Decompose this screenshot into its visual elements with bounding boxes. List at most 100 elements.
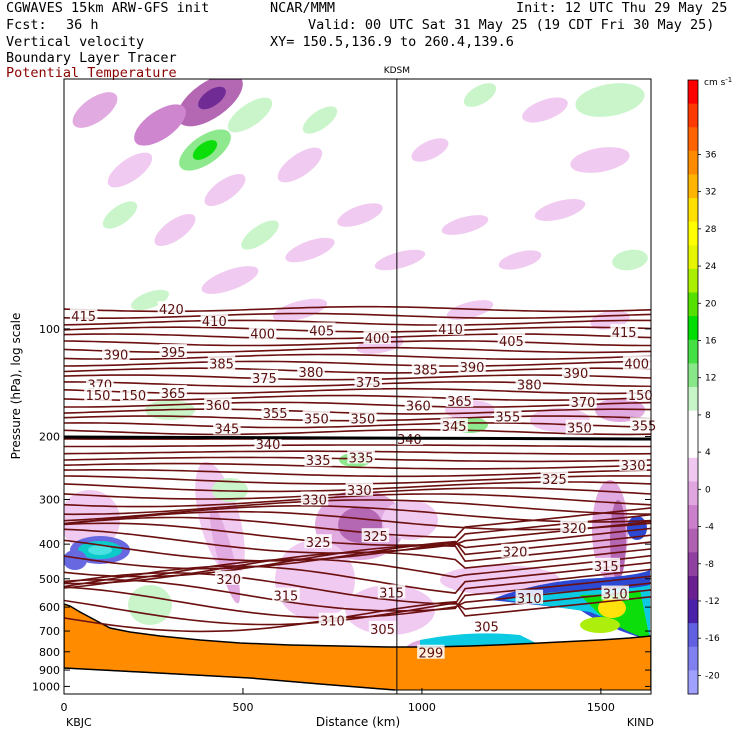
theta-label-bg bbox=[354, 374, 382, 389]
theta-contour bbox=[64, 401, 651, 408]
theta-label: 299 bbox=[418, 647, 443, 662]
theta-label: 305 bbox=[370, 623, 395, 638]
theta-label-bg bbox=[318, 612, 347, 627]
theta-label: 305 bbox=[474, 621, 499, 636]
theta-label-bg bbox=[501, 543, 529, 558]
plot-frame bbox=[63, 78, 652, 695]
theta-contour bbox=[64, 541, 651, 578]
colorbar-swatch bbox=[688, 434, 698, 459]
y-tick-label: 400 bbox=[39, 538, 60, 551]
colorbar-tick-label: 0 bbox=[705, 485, 711, 495]
colorbar-tick-label: 8 bbox=[705, 411, 711, 421]
forecast-label: Fcst: bbox=[6, 17, 47, 33]
theta-label: 350 bbox=[350, 412, 375, 427]
colorbar-tick-label: 20 bbox=[705, 299, 717, 309]
theta-label-bg bbox=[494, 408, 522, 423]
theta-contour bbox=[64, 422, 651, 429]
mid-station-label: KDSM bbox=[384, 66, 410, 76]
theta-label-bg bbox=[304, 452, 332, 467]
theta-label: 325 bbox=[306, 536, 331, 551]
field-potential-temperature: Potential Temperature bbox=[6, 65, 177, 81]
theta-label: 310 bbox=[517, 592, 542, 607]
theta-contour bbox=[64, 561, 651, 594]
colorbar-swatch bbox=[688, 528, 698, 553]
theta-contour bbox=[64, 360, 651, 367]
theta-contour bbox=[64, 428, 651, 436]
colorbar-tick-label: 28 bbox=[705, 225, 717, 235]
theta-label-bg bbox=[445, 392, 474, 407]
theta-label: 355 bbox=[263, 407, 288, 422]
x-axis-title: Distance (km) bbox=[316, 715, 400, 729]
theta-label-bg bbox=[207, 355, 236, 370]
theta-label-bg bbox=[248, 325, 277, 340]
x-tick-label: 500 bbox=[232, 701, 253, 714]
colorbar-tick-label: 24 bbox=[705, 262, 717, 272]
theta-contour bbox=[64, 575, 651, 612]
theta-label: 150 bbox=[628, 389, 653, 404]
colorbar-tick-label: -4 bbox=[705, 523, 714, 533]
theta-label-bg bbox=[565, 419, 594, 434]
theta-label-bg bbox=[368, 620, 397, 635]
theta-contour bbox=[64, 444, 651, 448]
theta-label: 150 bbox=[86, 389, 111, 404]
org-label: NCAR/MMM bbox=[270, 0, 336, 16]
colorbar-swatch bbox=[688, 552, 698, 577]
theta-label-bg bbox=[601, 585, 629, 600]
colorbar-swatch bbox=[688, 387, 698, 412]
x-tick-label: 1500 bbox=[587, 701, 615, 714]
theta-label-bg bbox=[254, 436, 282, 451]
colorbar-tick-label: -8 bbox=[705, 560, 714, 570]
theta-label-bg bbox=[214, 570, 243, 585]
theta-label-bg bbox=[626, 386, 655, 401]
colorbar-swatch bbox=[688, 599, 698, 624]
colorbar-swatch bbox=[688, 221, 698, 246]
model-title: CGWAVES 15km ARW-GFS init bbox=[6, 0, 210, 16]
theta-label: 355 bbox=[631, 419, 656, 434]
theta-label-bg bbox=[497, 332, 526, 347]
theta-contour bbox=[64, 596, 651, 633]
theta-label-bg bbox=[363, 329, 391, 344]
theta-label-bg bbox=[204, 396, 232, 411]
theta-label-bg bbox=[250, 369, 279, 384]
theta-contour bbox=[64, 548, 651, 585]
theta-label-bg bbox=[569, 393, 597, 408]
theta-label: 365 bbox=[447, 395, 472, 410]
colorbar-swatch bbox=[688, 292, 698, 317]
valid-time: Valid: 00 UTC Sat 31 May 25 (19 CDT Fri … bbox=[308, 17, 715, 33]
theta-label-bg bbox=[304, 534, 332, 549]
colorbar-unit: cm s-1 bbox=[704, 76, 732, 88]
theta-label: 410 bbox=[202, 315, 227, 330]
y-axis-ticks: 100 200 300 400 500 600 700 800 900 1000 bbox=[32, 323, 651, 693]
y-tick-label: 100 bbox=[39, 323, 60, 336]
theta-label: 355 bbox=[495, 411, 520, 426]
theta-label-bg bbox=[560, 519, 588, 534]
theta-label-bg bbox=[347, 449, 375, 464]
theta-label: 400 bbox=[624, 358, 649, 373]
theta-label-bg bbox=[302, 410, 331, 425]
init-time: Init: 12 UTC Thu 29 May 25 bbox=[516, 0, 728, 16]
colorbar-swatch bbox=[688, 150, 698, 175]
theta-label: 320 bbox=[503, 546, 528, 561]
theta-label: 400 bbox=[250, 327, 275, 342]
theta-contour bbox=[64, 340, 651, 347]
colorbar-swatch bbox=[688, 363, 698, 388]
colorbar-swatch bbox=[688, 316, 698, 341]
theta-label-bg bbox=[417, 644, 445, 659]
theta-label-bg bbox=[361, 528, 390, 543]
colorbar-swatch bbox=[688, 268, 698, 294]
theta-label: 350 bbox=[304, 412, 329, 427]
theta-label-bg bbox=[157, 301, 186, 316]
theta-label-bg bbox=[272, 587, 300, 602]
theta-label: 420 bbox=[159, 303, 184, 318]
theta-label: 380 bbox=[517, 378, 542, 393]
theta-label: 345 bbox=[214, 423, 239, 438]
colorbar: 36 32 28 24 20 16 12 8 4 0 -4 -8 -12 -16 -20 bbox=[687, 79, 720, 695]
y-tick-label: 500 bbox=[39, 573, 60, 586]
theta-contour bbox=[64, 499, 651, 516]
theta-label: 390 bbox=[460, 361, 485, 376]
forecast-hour: 36 h bbox=[66, 17, 99, 33]
theta-contour bbox=[64, 507, 651, 539]
theta-label: 385 bbox=[209, 358, 234, 373]
theta-label: 375 bbox=[252, 372, 277, 387]
